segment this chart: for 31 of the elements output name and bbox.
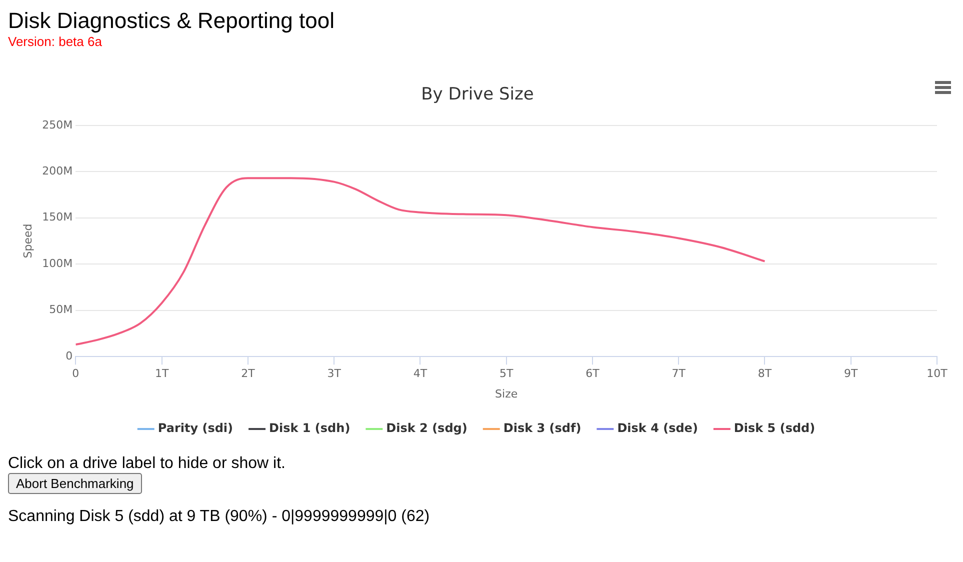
x-tick-label: 7T — [672, 367, 686, 380]
x-tick-label: 3T — [327, 367, 342, 380]
text: Scanning Disk 5 (sdd) at 9 TB (90%) - 0|9999999999|0 (62) — [8, 508, 431, 526]
y-tick-label: 50M — [49, 303, 73, 316]
x-tick-label: 8T — [758, 367, 772, 380]
line-series — [76, 177, 766, 346]
y-tick-label: 150M — [42, 210, 73, 224]
legend-label: Disk 1 (sdh) — [269, 421, 350, 436]
x-tick-label: 9T — [844, 367, 858, 380]
legend-label: Disk 2 (sdg) — [386, 421, 468, 436]
text: Version: beta 6a — [8, 34, 103, 49]
x-axis-title: Size — [495, 387, 518, 400]
legend-label: Disk 3 (sdf) — [503, 421, 582, 436]
x-tick-label: 4T — [413, 367, 428, 380]
y-axis-title: Speed — [21, 224, 34, 258]
x-tick-label: 5T — [499, 367, 514, 380]
x-tick-label: 6T — [586, 367, 600, 380]
y-tick-label: 100M — [42, 256, 73, 270]
x-tick-label: 10T — [926, 367, 948, 380]
legend-label: Disk 4 (sde) — [617, 421, 698, 436]
x-tick-label: 1T — [154, 367, 169, 380]
chart-title: By Drive Size — [421, 84, 534, 105]
y-tick-label: 200M — [42, 164, 73, 178]
text: Abort Benchmarking — [8, 473, 142, 494]
y-tick-label: 0 — [66, 349, 73, 362]
y-tick-label: 250M — [42, 118, 73, 132]
text: Click on a drive label to hide or show it. — [8, 455, 286, 473]
x-tick-label: 2T — [241, 367, 256, 380]
text: Disk Diagnostics & Reporting tool — [8, 8, 336, 34]
legend-label: Disk 5 (sdd) — [734, 421, 816, 436]
legend-label: Parity (sdi) — [158, 421, 234, 436]
